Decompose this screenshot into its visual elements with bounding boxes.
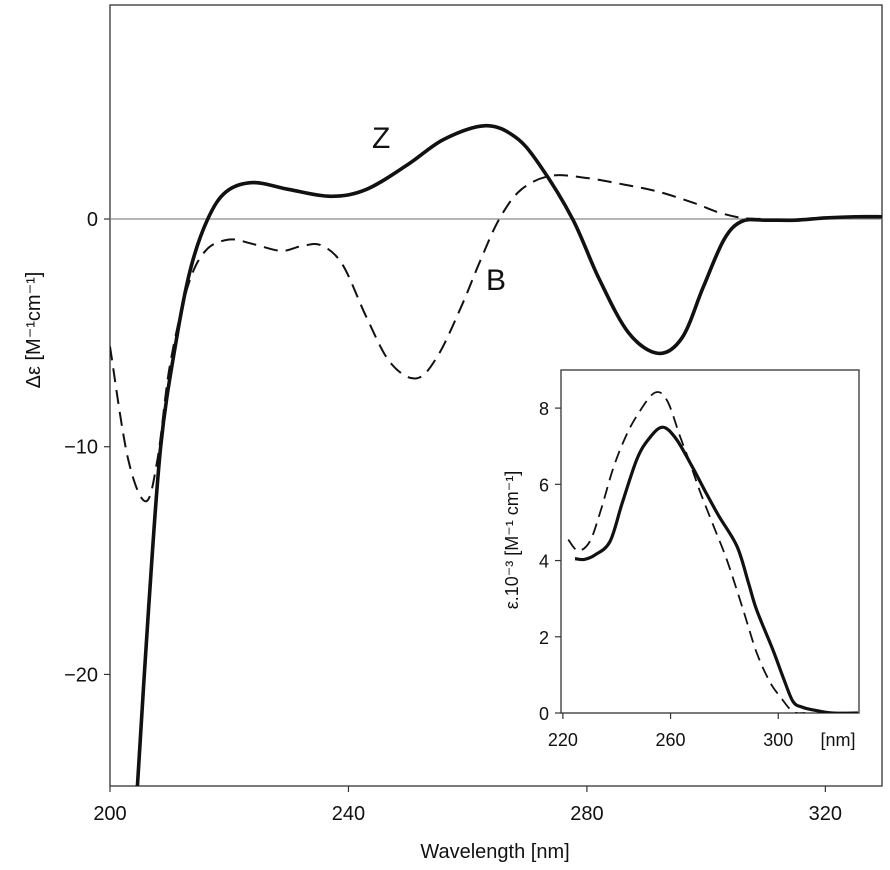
inset-y-tick-label: 6	[539, 475, 549, 495]
main-y-axis-title: Δε [M⁻¹cm⁻¹]	[23, 272, 45, 389]
inset-x-tick-label: 300	[763, 730, 793, 750]
inset-series-b-dashed-line	[567, 391, 806, 713]
main-y-tick-label: −10	[64, 437, 98, 459]
main-x-tick-label: 200	[93, 803, 126, 825]
main-x-axis-title: Wavelength [nm]	[420, 841, 569, 863]
main-y-tick-label: 0	[87, 209, 98, 231]
inset-x-tick-label: 220	[548, 730, 578, 750]
inset-x-unit-label: [nm]	[820, 730, 855, 750]
inset-x-tick-label: 260	[656, 730, 686, 750]
main-x-tick-label: 280	[570, 803, 603, 825]
inset-y-tick-label: 0	[539, 704, 549, 724]
absorbance-inset-plot: 220 260 300 0 2 4 6 8	[539, 369, 860, 750]
curve-label-z: Z	[372, 122, 390, 155]
inset-y-tick-label: 8	[539, 399, 549, 419]
main-x-tick-label: 240	[332, 803, 365, 825]
curve-label-b: B	[486, 264, 506, 297]
inset-series-z-solid-line	[574, 425, 858, 713]
inset-frame	[560, 369, 860, 714]
inset-y-tick-label: 4	[539, 552, 549, 572]
inset-y-axis-title: ε.10⁻³ [M⁻¹ cm⁻¹]	[502, 471, 522, 610]
main-series-b-dashed-line	[110, 174, 766, 503]
inset-y-tick-label: 2	[539, 628, 549, 648]
main-x-tick-label: 320	[809, 803, 842, 825]
main-y-tick-label: −20	[64, 664, 98, 686]
